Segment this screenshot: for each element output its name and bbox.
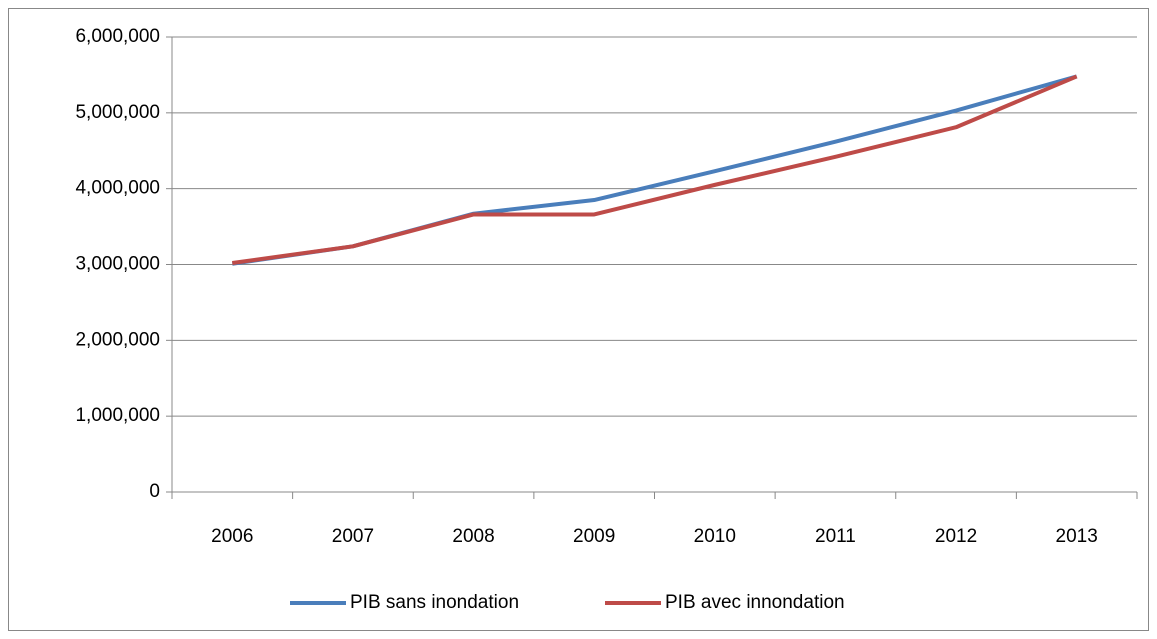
- y-tick-label: 4,000,000: [75, 178, 160, 199]
- x-tick-label: 2009: [573, 526, 615, 547]
- chart-border: [8, 8, 1149, 631]
- series-line: [232, 74, 1078, 265]
- x-tick-label: 2010: [694, 526, 736, 547]
- x-tick-label: 2013: [1056, 526, 1098, 547]
- y-tick-label: 0: [149, 481, 160, 502]
- x-tick-label: 2011: [815, 526, 856, 547]
- x-tick-label: 2007: [332, 526, 374, 547]
- y-tick-label: 1,000,000: [75, 405, 160, 426]
- x-tick-label: 2006: [211, 526, 253, 547]
- y-tick-label: 2,000,000: [75, 329, 160, 350]
- legend-label: PIB avec innondation: [665, 592, 845, 613]
- y-tick-label: 6,000,000: [75, 26, 160, 47]
- series-line: [232, 74, 1078, 266]
- y-tick-label: 3,000,000: [75, 254, 160, 275]
- legend-label: PIB sans inondation: [350, 592, 519, 613]
- x-tick-label: 2012: [935, 526, 977, 547]
- y-tick-label: 5,000,000: [75, 102, 160, 123]
- x-tick-label: 2008: [452, 526, 494, 547]
